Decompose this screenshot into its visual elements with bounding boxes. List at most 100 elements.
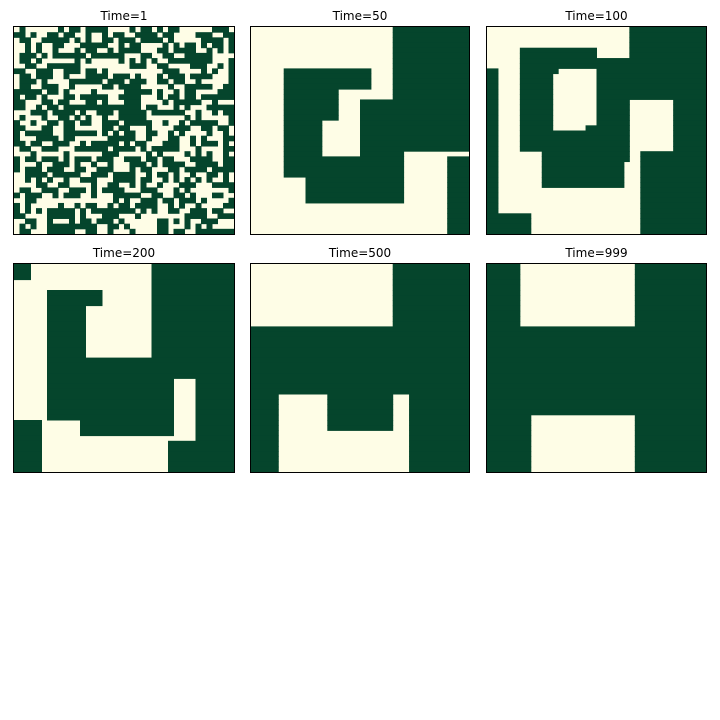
heatmap-cell-run — [69, 27, 81, 33]
heatmap-cell-run — [80, 430, 174, 437]
heatmap-cell-run — [228, 114, 234, 121]
heatmap-cell-run — [251, 420, 279, 426]
heatmap-cell-run — [201, 197, 207, 204]
heatmap-cell-run — [107, 228, 114, 234]
heatmap-cell-run — [146, 171, 152, 178]
heatmap-cell-run — [102, 68, 108, 75]
panel-title: Time=1 — [100, 9, 148, 23]
heatmap-cell-run — [124, 99, 141, 106]
heatmap-cell-run — [223, 135, 234, 142]
heatmap-cell-run — [541, 161, 625, 168]
heatmap-cell-run — [519, 94, 554, 100]
heatmap-cell-run — [168, 135, 180, 142]
heatmap-cell-run — [409, 435, 469, 442]
heatmap-cell-run — [223, 32, 234, 38]
heatmap-cell-run — [47, 404, 174, 411]
heatmap-cell-run — [360, 151, 405, 157]
heatmap-cell-run — [251, 352, 469, 359]
heatmap-cell-run — [151, 310, 234, 317]
heatmap-cell-run — [190, 208, 207, 214]
heatmap-cell-run — [63, 130, 97, 137]
heatmap-cell-run — [25, 197, 37, 204]
heatmap-cell-run — [14, 213, 26, 219]
heatmap-cell-run — [251, 342, 469, 348]
heatmap-cell-run — [487, 177, 499, 183]
heatmap-cell-run — [283, 146, 323, 152]
heatmap-cell-run — [251, 394, 279, 400]
heatmap-cell-run — [251, 435, 279, 442]
heatmap-cell-run — [102, 114, 108, 121]
heatmap-cell-run — [173, 192, 185, 199]
heatmap-cell-run — [146, 156, 158, 163]
heatmap-cell-run — [157, 94, 163, 100]
heatmap-cell-run — [74, 114, 81, 121]
heatmap-cell-run — [36, 182, 48, 188]
heatmap-cell-run — [212, 208, 224, 214]
heatmap-cell-run — [107, 202, 114, 209]
heatmap-cell-run — [447, 187, 469, 194]
heatmap-cell-run — [184, 213, 207, 219]
heatmap-cell-run — [47, 347, 86, 353]
heatmap-cell-run — [41, 83, 59, 90]
heatmap-cell-run — [140, 146, 147, 152]
heatmap-cell-run — [251, 362, 469, 369]
heatmap-cell-run — [58, 99, 70, 106]
heatmap-cell-run — [179, 120, 185, 126]
heatmap-cell-run — [487, 109, 499, 116]
heatmap-cell-run — [80, 213, 86, 219]
heatmap-grid-time-50 — [250, 26, 470, 235]
heatmap-cell-run — [201, 135, 207, 142]
heatmap-cell-run — [173, 171, 180, 178]
heatmap-cell-run — [118, 94, 141, 100]
heatmap-cell-run — [107, 78, 125, 85]
heatmap-cell-run — [447, 171, 469, 178]
heatmap-cell-run — [487, 430, 532, 437]
heatmap-cell-run — [223, 151, 229, 157]
heatmap-cell-run — [151, 208, 158, 214]
heatmap-cell-run — [157, 89, 163, 95]
heatmap-cell-run — [392, 47, 469, 54]
panel-title: Time=200 — [92, 246, 156, 260]
heatmap-cell-run — [19, 223, 26, 230]
heatmap-cell-run — [14, 420, 42, 426]
heatmap-cell-run — [634, 310, 706, 317]
heatmap-cell-run — [283, 73, 372, 80]
heatmap-cell-run — [212, 42, 224, 49]
heatmap-cell-run — [223, 146, 234, 152]
heatmap-cell-run — [135, 73, 141, 80]
heatmap-cell-run — [195, 109, 202, 116]
heatmap-cell-run — [52, 171, 81, 178]
heatmap-cell-run — [124, 156, 141, 163]
heatmap-cell-run — [14, 140, 26, 147]
heatmap-cell-run — [201, 140, 218, 147]
heatmap-cell-run — [360, 109, 469, 116]
heatmap-cell-run — [14, 202, 20, 209]
heatmap-cell-run — [102, 99, 108, 106]
heatmap-cell-run — [392, 274, 469, 281]
heatmap-cell-run — [41, 37, 70, 44]
heatmap-cell-run — [212, 182, 234, 188]
heatmap-cell-run — [519, 146, 630, 152]
heatmap-cell-run — [118, 42, 125, 49]
heatmap-cell-run — [305, 197, 405, 204]
heatmap-cell-run — [487, 171, 499, 178]
heatmap-cell-run — [173, 99, 202, 106]
heatmap-cell-run — [283, 99, 339, 106]
heatmap-cell-run — [487, 300, 521, 307]
heatmap-cell-run — [212, 166, 234, 173]
heatmap-cell-run — [36, 73, 53, 80]
heatmap-cell-run — [162, 52, 174, 59]
heatmap-cell-run — [168, 208, 180, 214]
heatmap-cell-run — [409, 409, 469, 416]
heatmap-cell-run — [634, 466, 706, 472]
heatmap-cell-run — [85, 32, 92, 38]
heatmap-cell-run — [201, 68, 207, 75]
heatmap-cell-run — [596, 99, 630, 106]
heatmap-cell-run — [392, 78, 469, 85]
heatmap-cell-run — [151, 279, 234, 286]
heatmap-cell-run — [392, 58, 469, 64]
heatmap-cell-run — [91, 52, 125, 59]
heatmap-cell-run — [487, 440, 532, 447]
heatmap-cell-run — [47, 300, 103, 307]
heatmap-cell-run — [487, 394, 706, 400]
